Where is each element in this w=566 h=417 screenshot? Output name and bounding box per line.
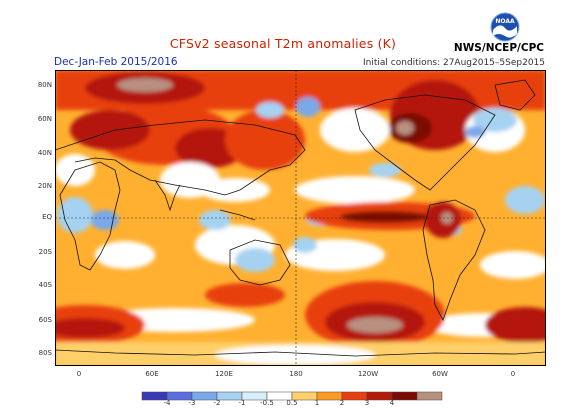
lon-label: 60W <box>432 370 448 378</box>
lat-label: 80N <box>37 81 52 89</box>
colorbar-tick-label: 4 <box>389 399 395 407</box>
colorbar-tick-label: 3 <box>364 399 370 407</box>
colorbar-tick-label: -4 <box>163 399 171 407</box>
anomaly-map <box>55 70 546 370</box>
lat-label: 60N <box>37 115 52 123</box>
lat-label: 20S <box>38 248 52 256</box>
colorbar-tick-label: 2 <box>339 399 345 407</box>
colorbar <box>132 387 452 406</box>
lat-label: 20N <box>37 182 52 190</box>
lat-label: 40N <box>37 149 52 157</box>
season-label: Dec-Jan-Feb 2015/2016 <box>54 56 178 68</box>
colorbar-tick-label: -3 <box>188 399 196 407</box>
logo-text: NOAA <box>495 18 515 25</box>
colorbar-swatch <box>416 391 443 401</box>
colorbar-tick-label: 0.5 <box>286 399 298 407</box>
lon-label: 180 <box>289 370 303 378</box>
agency-label: NWS/NCEP/CPC <box>453 42 544 54</box>
colorbar-tick-label: -1 <box>238 399 246 407</box>
lat-label: 40S <box>38 281 52 289</box>
lon-label: 0 <box>510 370 516 378</box>
lat-label: EQ <box>42 213 52 221</box>
initial-conditions-label: Initial conditions: 27Aug2015–5Sep2015 <box>363 58 545 68</box>
colorbar-tick-label: -2 <box>213 399 221 407</box>
lat-label: 80S <box>38 349 52 357</box>
lon-label: 120W <box>357 370 379 378</box>
lon-label: 60E <box>145 370 159 378</box>
colorbar-tick-label: -0.5 <box>260 399 274 407</box>
noaa-logo: NOAA <box>490 12 520 42</box>
map-title: CFSv2 seasonal T2m anomalies (K) <box>169 36 397 51</box>
lon-label: 0 <box>76 370 82 378</box>
lat-label: 60S <box>38 316 52 324</box>
lon-label: 120E <box>215 370 233 378</box>
colorbar-tick-label: 1 <box>314 399 320 407</box>
